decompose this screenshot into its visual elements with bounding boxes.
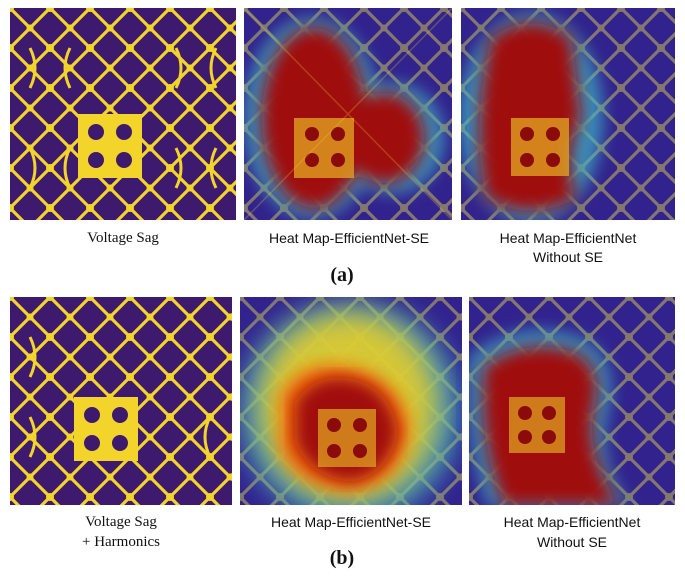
heatmap-efficientnet-without-se-b <box>469 297 675 505</box>
subfigure-label-a: (a) <box>330 264 354 286</box>
caption-heatmap-without-se-a-line2: Without SE <box>532 249 604 265</box>
heatmap-efficientnet-without-se-a <box>461 8 675 220</box>
heatmap-efficientnet-se-b <box>240 297 462 505</box>
caption-heatmap-without-se-b-line1: Heat Map-EfficientNet <box>503 514 641 530</box>
caption-voltage-sag-a: Voltage Sag <box>87 230 159 246</box>
caption-heatmap-se-b: Heat Map-EfficientNet-SE <box>270 514 432 530</box>
caption-voltage-sag-b-line2: + Harmonics <box>81 534 161 550</box>
voltage-sag-image-a <box>10 8 236 220</box>
voltage-sag-harmonics-image-b <box>10 297 232 505</box>
subfigure-label-b: (b) <box>329 547 355 569</box>
caption-heatmap-without-se-b-line2: Without SE <box>536 534 608 550</box>
caption-heatmap-without-se-a-line1: Heat Map-EfficientNet <box>499 230 637 246</box>
caption-voltage-sag-b-line1: Voltage Sag <box>85 514 157 530</box>
caption-heatmap-se-a: Heat Map-EfficientNet-SE <box>268 230 430 246</box>
heatmap-efficientnet-se-a <box>244 8 452 220</box>
